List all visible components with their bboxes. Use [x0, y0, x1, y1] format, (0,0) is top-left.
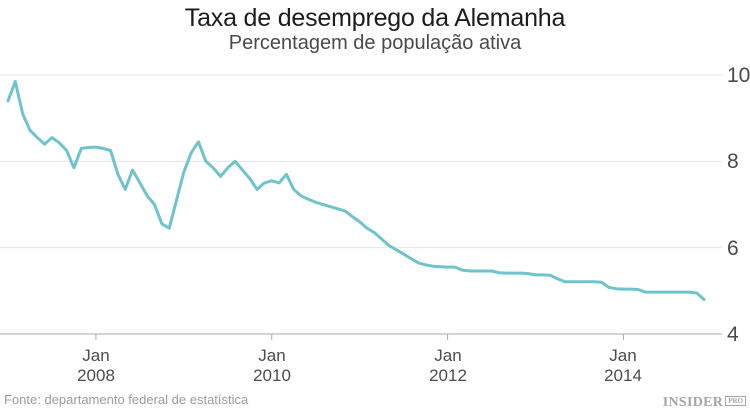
x-axis-label: Jan 2014 [604, 346, 642, 385]
y-axis-label: 6 [727, 237, 739, 260]
x-axis-label: Jan 2012 [429, 346, 467, 385]
x-axis-label-month: Jan [258, 346, 285, 365]
x-axis-label-month: Jan [609, 346, 636, 365]
page-title: Taxa de desemprego da Alemanha [184, 4, 566, 32]
x-axis-label-year: 2014 [604, 366, 642, 385]
page-subtitle: Percentagem de população ativa [228, 32, 522, 54]
y-axis-label: 8 [727, 150, 739, 173]
line-layer [6, 80, 706, 301]
brand-name: INSIDER [662, 395, 724, 410]
y-axis-label: 10 [727, 64, 750, 87]
grid-layer [0, 74, 722, 340]
x-axis-label: Jan 2010 [253, 346, 291, 385]
brand-pro-badge: PRO [725, 396, 746, 406]
unemployment-line [6, 80, 706, 301]
brand-logo: INSIDER PRO [663, 393, 746, 411]
x-axis-label-month: Jan [434, 346, 461, 365]
x-axis-label-year: 2010 [253, 366, 291, 385]
x-axis-label-year: 2008 [77, 366, 115, 385]
x-axis-label: Jan 2008 [77, 346, 115, 385]
source-note: Fonte: departamento federal de estatísti… [4, 392, 249, 407]
x-axis-label-month: Jan [82, 346, 109, 365]
y-axis-label: 4 [727, 323, 739, 346]
x-axis-label-year: 2012 [429, 366, 467, 385]
label-layer: 10 8 6 4 Jan 2008 Jan 2010 Jan 2012 Jan … [77, 64, 750, 385]
